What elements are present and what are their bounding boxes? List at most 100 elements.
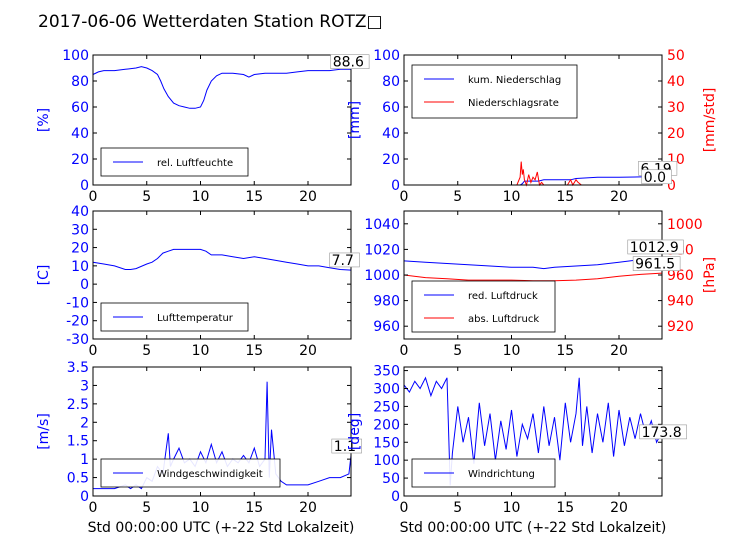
x-tick-label: 15 — [245, 343, 263, 359]
value-annotation: 7.7 — [332, 253, 354, 269]
x-tick-label: 20 — [299, 343, 317, 359]
series-line-precipitation-1 — [404, 161, 662, 187]
x-tick-label: 10 — [503, 343, 521, 359]
y-tick-label: 1 — [80, 452, 89, 468]
y-tick-label: 50 — [382, 471, 400, 487]
y-tick-label: 20 — [71, 241, 89, 257]
x-tick-label: 20 — [610, 500, 628, 516]
y-tick-label-right: 40 — [667, 74, 685, 90]
y-tick-label-right: 30 — [667, 100, 685, 116]
y-tick-label: 60 — [382, 100, 400, 116]
y-tick-label: 40 — [71, 204, 89, 220]
y-tick-label-right: 920 — [667, 319, 694, 335]
legend-label: rel. Luftfeuchte — [157, 158, 233, 169]
y-tick-label-right: 20 — [667, 126, 685, 142]
value-annotation: 1012.9 — [630, 240, 679, 256]
legend-label: kum. Niederschlag — [468, 75, 561, 86]
x-tick-label: 10 — [503, 500, 521, 516]
value-annotation-box — [331, 438, 362, 454]
figure-title: 2017-06-06 Wetterdaten Station ROTZ□ — [38, 12, 383, 32]
y-tick-label: -10 — [66, 295, 89, 311]
x-tick-label: 20 — [610, 189, 628, 205]
y-tick-label: 100 — [373, 453, 400, 469]
x-axis-label-left: Std 00:00:00 UTC (+-22 Std Lokalzeit) — [88, 520, 355, 536]
y-tick-label: -20 — [66, 314, 89, 330]
y-tick-label: 100 — [373, 48, 400, 64]
y-axis-label: [m/s] — [36, 413, 52, 450]
value-annotation-box — [632, 256, 681, 271]
value-annotation: 88.6 — [333, 55, 364, 71]
x-tick-label: 15 — [245, 500, 263, 516]
y-tick-label-right: 940 — [667, 294, 694, 310]
y-tick-label: 3.5 — [67, 360, 89, 376]
x-tick-label: 10 — [192, 343, 210, 359]
y-tick-label: 30 — [71, 222, 89, 238]
y-tick-label: 60 — [71, 100, 89, 116]
x-tick-label: 0 — [400, 500, 409, 516]
plot-frame-precipitation — [403, 54, 663, 186]
value-annotation-box — [641, 169, 672, 185]
x-tick-label: 5 — [453, 500, 462, 516]
y-tick-label: 200 — [373, 417, 400, 433]
x-tick-label: 10 — [503, 189, 521, 205]
plot-frame-temperature — [92, 210, 352, 340]
y-tick-label: 10 — [71, 259, 89, 275]
x-tick-label: 0 — [400, 343, 409, 359]
y-tick-label: 0 — [80, 178, 89, 194]
y-tick-label: -30 — [66, 332, 89, 348]
y-tick-label: 1020 — [364, 242, 400, 258]
value-annotation-box — [330, 54, 370, 70]
value-annotation: 0.0 — [644, 170, 666, 186]
legend-label: Niederschlagsrate — [468, 98, 559, 109]
y-tick-label: 40 — [71, 126, 89, 142]
x-tick-label: 15 — [556, 189, 574, 205]
y-tick-label: 0 — [80, 277, 89, 293]
x-tick-label: 5 — [453, 343, 462, 359]
panel-temperature: 0 5 10 15 20 -30 -20 -10 0 10 20 30 40 [C] 7.7 Lufttemp… — [36, 204, 360, 359]
y-tick-label-right: 50 — [667, 48, 685, 64]
value-annotation-box — [329, 252, 360, 268]
x-tick-label: 5 — [142, 189, 151, 205]
y-axis-label: [%] — [36, 108, 52, 132]
x-tick-label: 0 — [400, 189, 409, 205]
series-line-winddirection-0 — [403, 376, 663, 486]
y-tick-label: 20 — [71, 152, 89, 168]
legend-box — [411, 64, 578, 119]
y-tick-label: 2.5 — [67, 397, 89, 413]
y-axis-label-right: [mm/std] — [702, 88, 718, 153]
y-tick-label: 350 — [373, 364, 400, 380]
x-tick-label: 10 — [192, 189, 210, 205]
y-tick-label: 80 — [71, 74, 89, 90]
x-tick-label: 15 — [245, 189, 263, 205]
y-tick-label-right: 960 — [667, 268, 694, 284]
y-tick-label: 3 — [80, 378, 89, 394]
legend-label: Lufttemperatur — [157, 313, 234, 324]
plot-frame-windspeed — [92, 366, 352, 497]
y-tick-label: 980 — [373, 294, 400, 310]
series-line-humidity-0 — [92, 66, 351, 109]
y-tick-label: 150 — [373, 435, 400, 451]
y-tick-label: 2 — [80, 415, 89, 431]
x-tick-label: 15 — [556, 500, 574, 516]
series-line-precipitation-0 — [404, 176, 662, 186]
value-annotation: 173.8 — [642, 425, 682, 441]
legend-label: Windgeschwindigkeit — [157, 469, 263, 480]
y-axis-label: [C] — [36, 265, 52, 286]
panel-humidity: 0 5 10 15 20 0 20 40 60 80 100 [%] 88.6 rel. Luftfeuc… — [36, 48, 370, 205]
x-tick-label: 20 — [299, 189, 317, 205]
panel-pressure: 0510152096098010001020104092094096098010… — [364, 210, 718, 359]
y-tick-label: 250 — [373, 399, 400, 415]
y-tick-label: 1000 — [364, 268, 400, 284]
y-tick-label: 20 — [382, 152, 400, 168]
value-annotation-box — [639, 424, 687, 440]
x-tick-label: 5 — [142, 343, 151, 359]
y-tick-label: 300 — [373, 382, 400, 398]
value-annotation: 961.5 — [635, 257, 675, 273]
x-tick-label: 20 — [299, 500, 317, 516]
y-tick-label: 1040 — [364, 217, 400, 233]
y-tick-label: 0.5 — [67, 471, 89, 487]
y-tick-label: 80 — [382, 74, 400, 90]
